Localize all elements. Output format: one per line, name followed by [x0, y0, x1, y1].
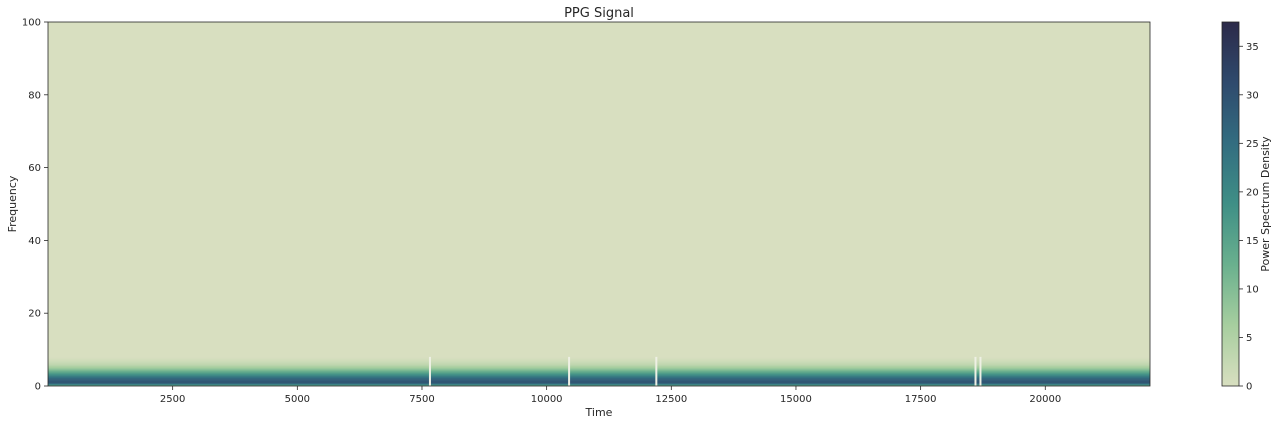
x-tick-label: 5000 [285, 394, 310, 405]
psd-row [48, 368, 1150, 370]
colorbar-tick-label: 5 [1246, 333, 1252, 344]
psd-row [48, 371, 1150, 373]
psd-row [48, 359, 1150, 361]
psd-row [48, 383, 1150, 385]
dropout-line [979, 356, 982, 386]
psd-row [48, 366, 1150, 369]
y-tick-label: 40 [28, 236, 41, 247]
psd-row [48, 357, 1150, 359]
y-tick-label: 100 [22, 18, 41, 29]
colorbar-tick-label: 10 [1246, 284, 1259, 295]
x-tick-label: 20000 [1029, 394, 1061, 405]
psd-row [48, 375, 1150, 377]
dropout-line [428, 356, 431, 386]
colorbar-tick-label: 35 [1246, 42, 1259, 53]
plot-background [48, 22, 1150, 386]
psd-row [48, 381, 1150, 383]
y-tick-label: 60 [28, 163, 41, 174]
x-axis-label: Time [585, 406, 613, 419]
x-tick-label: 7500 [409, 394, 434, 405]
psd-row [48, 375, 1150, 378]
x-tick-label: 15000 [780, 394, 812, 405]
psd-row [48, 373, 1150, 375]
psd-row [48, 360, 1150, 362]
colorbar-tick-label: 25 [1246, 139, 1259, 150]
psd-row [48, 377, 1150, 380]
x-tick-label: 10000 [531, 394, 563, 405]
psd-row [48, 363, 1150, 365]
dropout-line [655, 356, 658, 386]
dropout-line [974, 356, 977, 386]
colorbar-tick-label: 20 [1246, 187, 1259, 198]
colorbar-tick-label: 0 [1246, 382, 1252, 393]
colorbar-label: Power Spectrum Density [1259, 136, 1272, 272]
psd-row [48, 380, 1150, 382]
colorbar: 0 5 10 15 20 25 30 35 Power Spectrum Density [1221, 21, 1272, 393]
x-tick-label: 12500 [655, 394, 687, 405]
y-tick-label: 0 [35, 382, 41, 393]
x-tick-label: 2500 [160, 394, 185, 405]
y-axis: 0 20 40 60 80 100 [22, 18, 48, 393]
psd-row [48, 362, 1150, 364]
x-tick-label: 17500 [905, 394, 937, 405]
psd-row [48, 379, 1150, 381]
colorbar-ticks: 0 5 10 15 20 25 30 35 [1239, 42, 1259, 393]
y-tick-label: 80 [28, 90, 41, 101]
psd-row [48, 370, 1150, 372]
colorbar-tick-label: 30 [1246, 90, 1259, 101]
colorbar-tick-label: 15 [1246, 236, 1259, 247]
psd-row [48, 385, 1150, 386]
psd-row [48, 372, 1150, 374]
colorbar-gradient [1221, 21, 1240, 387]
psd-band [48, 357, 1150, 386]
psd-row [48, 374, 1150, 376]
psd-row [48, 361, 1150, 363]
psd-row [48, 382, 1150, 384]
psd-row [48, 367, 1150, 370]
psd-row [48, 378, 1150, 380]
plot-frame [47, 21, 1151, 387]
psd-row [48, 365, 1150, 368]
psd-row [48, 384, 1150, 386]
psd-row [48, 364, 1150, 366]
dropout-line [568, 356, 571, 386]
y-tick-label: 20 [28, 309, 41, 320]
psd-row [48, 358, 1150, 360]
psd-row [48, 376, 1150, 379]
plot-area [47, 21, 1151, 387]
psd-row [48, 365, 1150, 367]
psd-row [48, 369, 1150, 371]
chart-title: PPG Signal [564, 6, 634, 21]
x-axis: 2500 5000 7500 10000 12500 15000 17500 20000 [160, 386, 1061, 405]
signal-dropouts [428, 356, 982, 386]
y-axis-label: Frequency [6, 175, 19, 232]
